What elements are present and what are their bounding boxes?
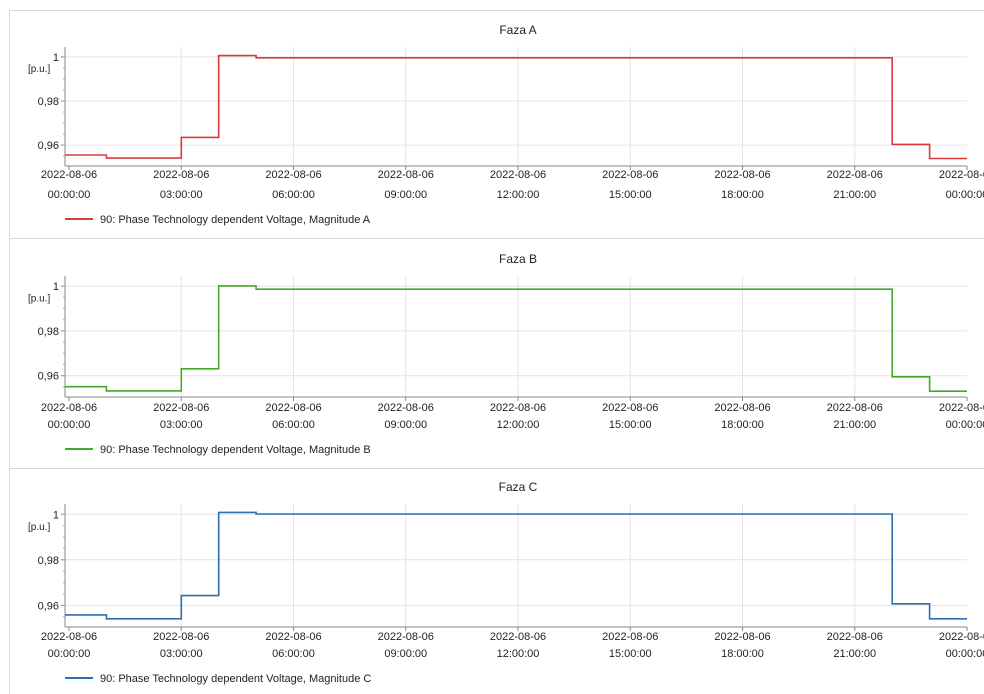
x-tick-time: 15:00:00 (609, 189, 652, 201)
x-tick-date: 2022-08-07 (939, 402, 984, 414)
chart-faza-c: 1 0,98 0,96 [p.u.] 2022-08-06 00:00:00 2022-08… (28, 480, 984, 685)
y-axis-label: [p.u.] (28, 293, 50, 304)
y-tick-label: 1 (53, 509, 59, 521)
plot-area (65, 504, 967, 627)
plot-area (65, 47, 967, 166)
y-axis-label: [p.u.] (28, 522, 50, 533)
x-tick-date: 2022-08-06 (153, 402, 209, 414)
x-tick-date: 2022-08-06 (378, 631, 434, 643)
x-tick-date: 2022-08-06 (490, 402, 546, 414)
x-tick-date: 2022-08-06 (265, 169, 321, 181)
y-tick-label: 0,96 (38, 600, 59, 612)
chart-panel-faza-a (9, 10, 984, 237)
series-line-faza-b (65, 285, 967, 392)
y-tick-label: 1 (53, 281, 59, 293)
series-line-faza-c (65, 511, 967, 620)
x-tick-time: 21:00:00 (833, 189, 876, 201)
chart-panel-faza-b (9, 238, 984, 467)
x-tick-date: 2022-08-06 (153, 169, 209, 181)
x-tick-time: 12:00:00 (497, 648, 540, 660)
x-tick-time: 00:00:00 (48, 419, 91, 431)
x-tick-time: 15:00:00 (609, 419, 652, 431)
y-tick-label: 0,98 (38, 96, 59, 108)
y-tick-label: 0,96 (38, 371, 59, 383)
x-tick-time: 12:00:00 (497, 419, 540, 431)
x-tick-date: 2022-08-06 (265, 402, 321, 414)
chart-panel-faza-c (9, 468, 984, 694)
x-tick-time: 03:00:00 (160, 648, 203, 660)
x-tick-time: 06:00:00 (272, 189, 315, 201)
chart-faza-b: 1 0,98 0,96 [p.u.] 2022-08-06 00:00:00 2022-08… (28, 252, 984, 456)
x-tick-time: 00:00:00 (946, 419, 984, 431)
x-tick-date: 2022-08-06 (714, 169, 770, 181)
x-tick-time: 00:00:00 (48, 189, 91, 201)
x-tick-date: 2022-08-06 (41, 169, 97, 181)
x-tick-date: 2022-08-06 (827, 631, 883, 643)
legend-label: 90: Phase Technology dependent Voltage, … (100, 214, 371, 226)
x-tick-time: 18:00:00 (721, 419, 764, 431)
x-tick-time: 00:00:00 (48, 648, 91, 660)
plot-area (65, 276, 967, 397)
x-tick-date: 2022-08-07 (939, 169, 984, 181)
x-tick-date: 2022-08-06 (714, 631, 770, 643)
x-tick-date: 2022-08-06 (378, 402, 434, 414)
chart-title: Faza C (499, 480, 538, 494)
x-tick-time: 03:00:00 (160, 189, 203, 201)
x-tick-date: 2022-08-06 (490, 631, 546, 643)
chart-title: Faza B (499, 252, 537, 266)
chart-title: Faza A (499, 23, 536, 37)
y-axis-label: [p.u.] (28, 64, 50, 75)
x-tick-date: 2022-08-06 (265, 631, 321, 643)
x-tick-date: 2022-08-06 (490, 169, 546, 181)
x-tick-time: 21:00:00 (833, 648, 876, 660)
x-tick-time: 06:00:00 (272, 419, 315, 431)
x-tick-time: 15:00:00 (609, 648, 652, 660)
chart-faza-a: 1 0,98 0,96 [p.u.] 2022-08-06 00:00:00 2022-08… (28, 23, 984, 226)
x-tick-time: 09:00:00 (384, 419, 427, 431)
x-tick-time: 21:00:00 (833, 419, 876, 431)
x-tick-date: 2022-08-07 (939, 631, 984, 643)
y-tick-label: 0,98 (38, 555, 59, 567)
x-tick-date: 2022-08-06 (827, 169, 883, 181)
series-line-faza-a (65, 54, 967, 160)
x-tick-time: 06:00:00 (272, 648, 315, 660)
x-tick-date: 2022-08-06 (153, 631, 209, 643)
y-tick-label: 0,96 (38, 140, 59, 152)
x-tick-date: 2022-08-06 (378, 169, 434, 181)
x-tick-time: 03:00:00 (160, 419, 203, 431)
x-tick-time: 09:00:00 (384, 648, 427, 660)
x-tick-time: 18:00:00 (721, 189, 764, 201)
x-tick-time: 12:00:00 (497, 189, 540, 201)
y-tick-label: 0,98 (38, 326, 59, 338)
x-tick-date: 2022-08-06 (602, 169, 658, 181)
y-tick-label: 1 (53, 52, 59, 64)
x-tick-time: 18:00:00 (721, 648, 764, 660)
x-tick-date: 2022-08-06 (714, 402, 770, 414)
x-tick-time: 00:00:00 (946, 648, 984, 660)
x-tick-time: 00:00:00 (946, 189, 984, 201)
x-tick-date: 2022-08-06 (41, 631, 97, 643)
x-tick-date: 2022-08-06 (827, 402, 883, 414)
x-tick-time: 09:00:00 (384, 189, 427, 201)
legend-label: 90: Phase Technology dependent Voltage, … (100, 673, 371, 685)
x-tick-date: 2022-08-06 (602, 631, 658, 643)
x-tick-date: 2022-08-06 (602, 402, 658, 414)
x-tick-date: 2022-08-06 (41, 402, 97, 414)
legend-label: 90: Phase Technology dependent Voltage, … (100, 444, 371, 456)
